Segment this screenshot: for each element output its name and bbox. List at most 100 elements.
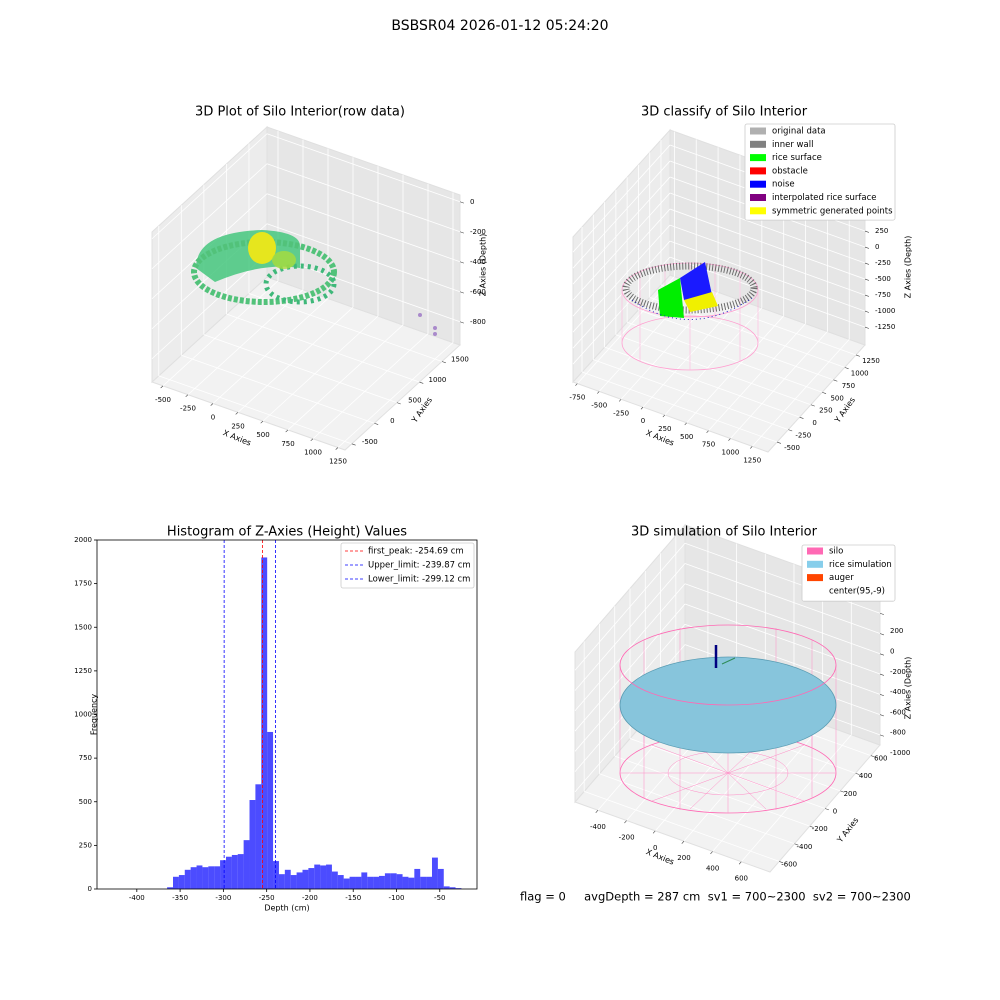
tick-mark — [879, 734, 885, 737]
silo-top — [619, 624, 837, 706]
grid-line — [572, 160, 671, 269]
bar — [437, 868, 444, 889]
z-tick-label: 0 — [890, 648, 894, 656]
tick-mark — [879, 633, 885, 636]
bar — [214, 866, 221, 889]
grid-line — [669, 208, 866, 280]
legend-label: silo — [829, 547, 843, 557]
z-tick-label: 0 — [875, 243, 879, 251]
y-tick-label: 1000 — [428, 376, 446, 384]
grid-line — [151, 133, 268, 240]
y-tick-label: 1250 — [74, 667, 92, 675]
legend-swatch — [807, 574, 823, 582]
y-tick-label: 1000 — [74, 711, 92, 719]
x-tick-label: -250 — [180, 405, 196, 413]
tick-mark — [335, 447, 339, 450]
classified-cloud — [621, 262, 759, 371]
y-tick-label: 0 — [88, 885, 92, 893]
bar — [284, 869, 291, 889]
grid-line — [248, 293, 443, 362]
tick-mark — [595, 810, 599, 813]
grid-line — [266, 133, 461, 203]
grid-line — [572, 224, 671, 333]
grid-line — [599, 773, 795, 845]
grid-line — [262, 315, 379, 422]
bar — [231, 854, 238, 889]
legend-label: obstacle — [772, 166, 808, 176]
bar — [320, 865, 327, 889]
z-axis-label: Z Axies (Depth) — [904, 657, 913, 720]
bar — [431, 857, 438, 889]
bar — [408, 877, 415, 889]
bar — [278, 874, 285, 889]
grid-line — [151, 163, 268, 270]
legend-label: rice simulation — [829, 560, 892, 570]
tick-mark — [374, 422, 379, 425]
bar — [267, 731, 274, 889]
bar — [396, 874, 403, 889]
grid-line — [581, 371, 778, 443]
x-tick-label: 500 — [680, 433, 693, 441]
legend-label: rice surface — [772, 153, 822, 163]
y-tick-label: -400 — [796, 843, 812, 851]
bar — [443, 886, 450, 889]
grid-line — [574, 583, 686, 712]
bar — [173, 876, 179, 889]
tick-mark — [260, 420, 264, 424]
legend-swatch — [750, 207, 766, 215]
grid-line — [669, 240, 866, 312]
bar — [255, 784, 262, 889]
noise — [680, 262, 712, 300]
tick-mark — [844, 367, 849, 370]
tick-mark — [788, 429, 793, 432]
x-tick-label: -150 — [345, 894, 361, 902]
y-tick-label: -500 — [784, 444, 800, 452]
chart-title: 3D Plot of Silo Interior(row data) — [195, 105, 405, 120]
tick-mark — [441, 361, 446, 364]
tick-mark — [879, 673, 885, 676]
tick-mark — [210, 403, 214, 406]
y-tick-label: 200 — [844, 790, 857, 798]
grid-line — [337, 342, 454, 448]
bar — [367, 876, 374, 889]
tick-mark — [864, 294, 870, 297]
tick-mark — [864, 326, 870, 329]
bar — [426, 876, 432, 889]
x-tick-label: -500 — [155, 396, 171, 404]
tick-mark — [681, 840, 685, 844]
grid-line — [684, 623, 881, 695]
bar — [190, 867, 197, 889]
tick-mark — [810, 404, 815, 407]
legend-swatch — [750, 194, 766, 201]
point-cloud — [191, 230, 437, 336]
grid-line — [638, 309, 834, 381]
grid-line — [212, 298, 329, 404]
bar — [290, 875, 297, 889]
y-tick-label: 750 — [79, 754, 92, 762]
tick-mark — [799, 416, 804, 419]
bar — [184, 869, 191, 889]
grid-line — [266, 163, 461, 233]
z-tick-label: -800 — [470, 318, 486, 326]
y-tick-label: 250 — [819, 407, 832, 415]
legend-box — [340, 542, 475, 589]
x-tick-label: -500 — [591, 401, 607, 409]
overlay-layer: BSBSR04 2026-01-12 05:24:20 flag = 0 avg… — [74, 18, 912, 913]
grid-line — [572, 176, 671, 285]
tick-mark — [396, 402, 401, 405]
tick-mark — [870, 755, 875, 758]
y-tick-label: -500 — [362, 438, 378, 446]
z-tick-label: 200 — [890, 627, 903, 635]
grid-line — [751, 339, 850, 447]
chart-title: 3D simulation of Silo Interior — [631, 525, 818, 540]
grid-line — [730, 331, 828, 439]
z-tick-label: -600 — [890, 708, 906, 716]
z-tick-label: -200 — [890, 668, 906, 676]
grid-line — [684, 603, 881, 675]
figure-title: BSBSR04 2026-01-12 05:24:20 — [391, 18, 608, 34]
grid-line — [237, 307, 354, 413]
legend-label: original data — [772, 127, 826, 137]
grid-line — [684, 583, 881, 655]
x-tick-label: 0 — [641, 417, 645, 425]
